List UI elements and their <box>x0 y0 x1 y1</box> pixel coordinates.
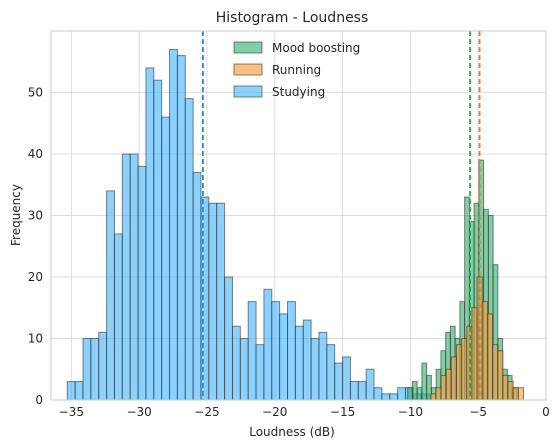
bar-studying <box>334 362 344 401</box>
x-tick-label: −20 <box>262 405 287 419</box>
bar-studying <box>318 331 328 401</box>
bar-running <box>486 313 494 401</box>
x-axis-label: Loudness (dB) <box>249 425 335 439</box>
bar-studying <box>342 356 351 401</box>
bar-studying <box>66 381 76 401</box>
bar-mood-boosting <box>407 387 413 401</box>
bar-running <box>497 350 504 401</box>
bar-running <box>455 344 463 401</box>
bar-studying <box>294 325 304 401</box>
y-tick-label: 30 <box>28 209 43 223</box>
bar-studying <box>121 153 131 401</box>
bar-running <box>430 393 437 401</box>
bar-running <box>450 356 457 401</box>
bar-running <box>517 387 524 401</box>
bar-studying <box>216 202 226 401</box>
x-tick-label: −35 <box>59 405 84 419</box>
bar-studying <box>98 331 108 401</box>
bar-studying <box>349 381 359 401</box>
bar-studying <box>271 301 281 401</box>
legend-swatch <box>233 85 263 98</box>
bar-studying <box>82 338 92 401</box>
bar-studying <box>113 233 123 401</box>
x-tick-labels: −35 −30 −25 −20 −15 −10 −5 0 <box>59 405 550 419</box>
bar-studying <box>239 338 249 401</box>
bar-running <box>435 387 442 401</box>
bar-studying <box>326 344 336 401</box>
bar-studying <box>208 202 218 401</box>
legend-label: Mood boosting <box>272 41 360 55</box>
bar-running <box>440 374 447 401</box>
bar-studying <box>231 325 241 401</box>
bar-studying <box>90 338 100 401</box>
bar-studying <box>357 381 367 401</box>
x-tick-label: −5 <box>469 405 487 419</box>
mean-lines <box>201 31 481 400</box>
x-tick-label: 0 <box>542 405 550 419</box>
bar-studying <box>129 153 139 401</box>
bar-studying <box>247 301 257 401</box>
bar-studying <box>287 301 296 401</box>
legend-label: Running <box>272 63 321 77</box>
chart-title: Histogram - Loudness <box>216 10 369 26</box>
y-tick-label: 40 <box>28 147 43 161</box>
bar-studying <box>389 393 399 401</box>
bar-running <box>445 368 452 401</box>
bar-studying <box>184 98 194 401</box>
y-tick-label: 50 <box>28 86 43 100</box>
bar-studying <box>192 171 202 401</box>
bar-studying <box>397 387 407 401</box>
x-tick-label: −10 <box>398 405 423 419</box>
bar-mood-boosting <box>416 387 423 401</box>
bar-mood-boosting <box>411 381 418 401</box>
bar-studying <box>153 79 163 401</box>
bar-studying <box>373 387 383 401</box>
bar-mood-boosting <box>421 362 428 401</box>
bar-studying <box>106 190 115 401</box>
bar-running <box>471 307 478 401</box>
bar-studying <box>255 344 265 401</box>
bar-running <box>507 381 514 401</box>
bar-running <box>481 301 488 401</box>
bar-studying <box>145 67 155 401</box>
y-axis-label: Frequency <box>9 184 23 246</box>
bar-studying <box>74 381 84 401</box>
y-tick-label: 20 <box>28 270 43 284</box>
bar-running <box>492 344 499 401</box>
bar-studying <box>137 165 147 401</box>
bars <box>66 48 524 401</box>
legend-swatch <box>233 63 263 76</box>
legend: Mood boosting Running Studying <box>233 41 360 99</box>
bar-studying <box>176 55 186 401</box>
bar-studying <box>224 276 233 401</box>
legend-swatch <box>233 41 263 54</box>
y-tick-label: 0 <box>35 393 43 407</box>
bar-studying <box>310 338 320 401</box>
y-tick-label: 10 <box>28 332 43 346</box>
bar-running <box>461 338 468 401</box>
bar-studying <box>302 319 312 401</box>
bar-studying <box>263 288 273 401</box>
x-tick-label: −15 <box>330 405 355 419</box>
bar-running <box>502 374 509 401</box>
bar-studying <box>161 116 171 401</box>
bar-studying <box>169 48 178 401</box>
bar-running <box>512 387 519 401</box>
y-tick-labels: 0 10 20 30 40 50 <box>28 86 43 408</box>
legend-label: Studying <box>272 85 325 99</box>
x-tick-label: −25 <box>194 405 219 419</box>
bar-studying <box>381 393 391 401</box>
plot-frame <box>50 30 547 401</box>
bar-studying <box>279 313 289 401</box>
x-tick-label: −30 <box>126 405 151 419</box>
bar-studying <box>365 368 375 401</box>
